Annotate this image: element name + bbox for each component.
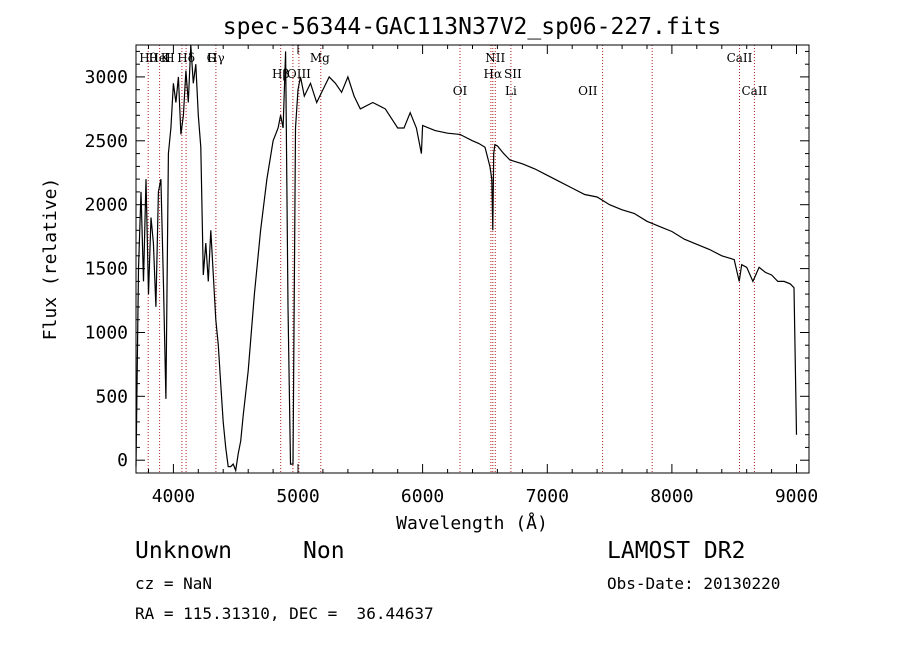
line-label: K [161,51,171,65]
x-tick-label: 8000 [650,486,693,507]
y-tick-label: 1500 [85,259,128,280]
line-label: CaII [741,84,767,98]
line-markers [147,45,755,473]
x-tick-label: 9000 [775,486,818,507]
survey-name: LAMOST DR2 [607,538,746,564]
subclass: Non [303,538,345,564]
plot-frame [135,44,810,474]
line-label: H [164,51,174,65]
x-tick-label: 6000 [401,486,444,507]
line-label: Li [505,84,517,98]
coordinates-info: RA = 115.31310, DEC = 36.44637 [135,604,434,623]
y-axis-label: Flux (relative) [40,178,61,341]
line-label: CaII [727,51,753,65]
line-label: Hγ [207,51,225,65]
chart-title: spec-56344-GAC113N37V2_sp06-227.fits [223,14,722,40]
y-tick-label: 500 [95,386,128,407]
x-tick-label: 5000 [276,486,319,507]
line-label: G [207,51,217,65]
y-tick-label: 2500 [85,131,128,152]
line-label: HeI [148,51,171,65]
line-label: OI [453,84,468,98]
y-tick-label: 1000 [85,323,128,344]
y-tick-label: 2000 [85,195,128,216]
line-label: OIII [287,67,311,81]
line-label: SII [504,67,522,81]
x-axis: 4000 5000 6000 7000 8000 9000 [148,45,818,507]
line-label: NII [485,51,505,65]
object-class: Unknown [135,538,232,564]
y-axis: 0 500 1000 1500 2000 2500 3000 [85,50,809,471]
line-label: Hβ [272,67,289,81]
y-tick-label: 3000 [85,67,128,88]
x-tick-label: 7000 [526,486,569,507]
x-axis-label: Wavelength (Å) [396,512,548,534]
observation-date: Obs-Date: 20130220 [607,574,781,593]
line-label: OII [578,84,598,98]
x-tick-label: 4000 [152,486,195,507]
line-label: Hα [484,67,503,81]
redshift-info: cz = NaN [135,574,213,593]
line-label: Hθ [139,51,157,65]
spectrum-line [135,44,798,473]
y-tick-label: 0 [117,450,128,471]
line-label: Mg [310,51,330,65]
